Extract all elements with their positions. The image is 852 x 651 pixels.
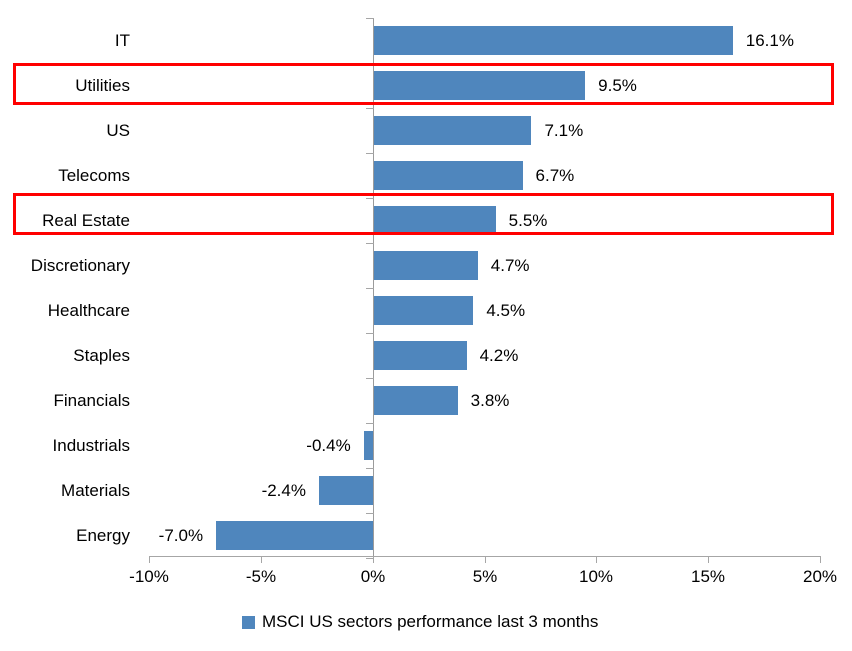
value-label: 6.7% — [535, 166, 575, 185]
value-label: -7.0% — [158, 526, 204, 545]
category-axis-tick — [366, 108, 374, 109]
category-label: Financials — [53, 391, 130, 410]
bar — [372, 71, 586, 100]
value-label: -0.4% — [306, 436, 351, 455]
bar — [372, 341, 467, 370]
value-axis-tick-label: 10% — [578, 567, 614, 586]
bar — [363, 431, 373, 460]
category-axis-tick — [366, 333, 374, 334]
value-axis-tick-label: 15% — [690, 567, 726, 586]
category-label: Telecoms — [58, 166, 130, 185]
category-axis-tick — [366, 558, 374, 559]
bar — [372, 161, 523, 190]
bar — [216, 521, 373, 550]
value-axis-tick — [708, 556, 709, 563]
value-label: -2.4% — [261, 481, 306, 500]
bar — [372, 26, 733, 55]
value-label: 5.5% — [508, 211, 548, 230]
category-axis-tick — [366, 243, 374, 244]
value-axis-tick — [596, 556, 597, 563]
value-label: 9.5% — [598, 76, 637, 95]
bar — [372, 206, 496, 235]
category-label: Materials — [61, 481, 130, 500]
category-label: Industrials — [52, 436, 130, 455]
value-label: 7.1% — [544, 121, 584, 140]
bar — [318, 476, 373, 505]
category-label: Real Estate — [42, 211, 130, 230]
highlight-box — [13, 192, 834, 235]
category-axis-tick — [366, 513, 374, 514]
value-axis-tick-label: -10% — [129, 567, 169, 586]
category-label: Utilities — [75, 76, 130, 95]
bar — [372, 296, 474, 325]
category-label: Staples — [73, 346, 130, 365]
value-axis-tick-label: 0% — [360, 567, 386, 586]
value-axis-tick — [485, 556, 486, 563]
category-label: IT — [114, 31, 130, 50]
category-label: Energy — [76, 526, 130, 545]
value-axis-tick-label: 20% — [802, 567, 838, 586]
category-axis-tick — [366, 153, 374, 154]
value-axis-tick — [149, 556, 150, 563]
bar — [372, 386, 458, 415]
value-label: 4.2% — [479, 346, 519, 365]
value-axis-tick-label: 5% — [472, 567, 498, 586]
legend-swatch-icon — [242, 615, 255, 629]
chart-legend: MSCI US sectors performance last 3 month… — [242, 612, 598, 632]
value-axis-tick-label: -5% — [245, 567, 277, 586]
highlight-box — [13, 62, 834, 105]
value-axis-tick — [261, 556, 262, 563]
value-label: 4.7% — [490, 256, 530, 275]
category-axis-tick — [366, 423, 374, 424]
category-axis-line — [373, 18, 374, 563]
category-label: Healthcare — [47, 301, 130, 320]
value-label: 4.5% — [486, 301, 526, 320]
category-label: Discretionary — [30, 256, 130, 275]
value-label: 16.1% — [745, 31, 794, 50]
legend-label: MSCI US sectors performance last 3 month… — [262, 612, 599, 631]
category-label: US — [106, 121, 130, 140]
category-axis-tick — [366, 288, 374, 289]
category-axis-tick — [366, 18, 374, 19]
value-axis-tick — [373, 556, 374, 563]
bar — [372, 116, 532, 145]
bar — [372, 251, 478, 280]
category-axis-tick — [366, 468, 374, 469]
category-axis-tick — [366, 378, 374, 379]
value-label: 3.8% — [470, 391, 510, 410]
category-axis-tick — [366, 198, 374, 199]
value-axis-tick — [820, 556, 821, 563]
